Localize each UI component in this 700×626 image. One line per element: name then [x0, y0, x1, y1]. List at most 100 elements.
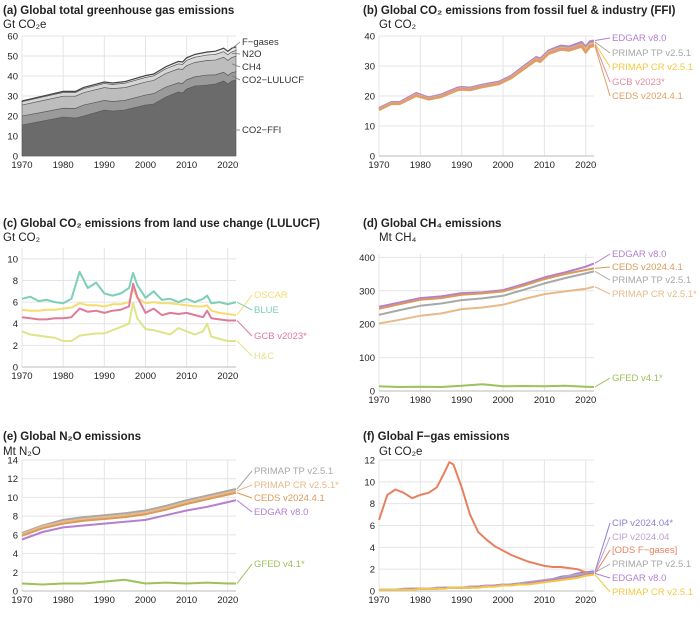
- y-tick-label: 40: [364, 32, 375, 43]
- x-tick-label: 2020: [575, 595, 596, 606]
- series-label: GCB v2023*: [254, 331, 307, 342]
- series-label: OSCAR: [254, 290, 288, 301]
- series-label: CO2−LULUCF: [242, 75, 304, 86]
- series-label: BLUE: [254, 305, 279, 316]
- x-tick-label: 2010: [534, 595, 555, 606]
- line-series-1: [21, 489, 237, 535]
- x-tick-label: 2010: [176, 595, 197, 606]
- panel-unit: Gt CO₂: [379, 19, 416, 31]
- series-label: PRIMAP CR v2.5.1: [612, 587, 693, 598]
- y-tick-label: 2: [13, 341, 18, 352]
- series-label: CIP v2024.04*: [612, 518, 673, 529]
- panel-unit: Gt CO₂e: [3, 19, 46, 31]
- x-tick-label: 2000: [135, 595, 156, 606]
- label-leader: [231, 75, 241, 81]
- label-leader: [594, 377, 611, 388]
- line-series-3: [21, 499, 237, 541]
- panel-title: (a) Global total greenhouse gas emission…: [3, 5, 234, 17]
- x-tick-label: 2010: [176, 160, 197, 171]
- y-tick-label: 20: [364, 92, 375, 103]
- y-tick-label: 12: [364, 456, 375, 467]
- label-leader: [594, 573, 611, 579]
- x-tick-label: 1970: [368, 395, 389, 406]
- panel-unit: Gt CO₂e: [379, 446, 422, 458]
- y-tick-label: 0: [13, 152, 18, 163]
- label-leader: [231, 52, 241, 55]
- x-tick-label: 1970: [11, 160, 32, 171]
- panel-f: (f) Global F−gas emissions Gt CO₂e 1970 198…: [363, 431, 693, 606]
- label-leader: [236, 340, 253, 357]
- x-tick-label: 2020: [217, 160, 238, 171]
- x-tick-label: 2020: [575, 395, 596, 406]
- series-label: EDGAR v8.0: [612, 249, 666, 260]
- series-label: GFED v4.1*: [254, 559, 305, 570]
- y-tick-label: 4: [370, 543, 375, 554]
- label-leader: [236, 470, 253, 490]
- x-tick-label: 1990: [451, 595, 472, 606]
- series-label: CEDS v2024.4.1: [612, 91, 683, 102]
- line-series-2: [378, 270, 595, 316]
- label-leader: [236, 499, 253, 513]
- series-label: CIP v2024.04: [612, 532, 669, 543]
- label-leader: [231, 41, 241, 49]
- x-tick-label: 2010: [534, 160, 555, 171]
- label-leader: [236, 301, 253, 311]
- panel-title: (d) Global CH₄ emissions: [363, 218, 501, 230]
- panel-c: (c) Global CO₂ emissions from land use c…: [3, 218, 320, 382]
- y-tick-label: 30: [7, 92, 18, 103]
- line-series-2: [378, 461, 595, 575]
- line-series-0: [378, 262, 595, 308]
- label-leader: [236, 320, 253, 337]
- series-label: H&C: [254, 351, 274, 362]
- series-label: PRIMAP CR v2.5.1*: [254, 480, 339, 491]
- y-tick-label: 6: [13, 530, 18, 541]
- x-tick-label: 1980: [410, 160, 431, 171]
- label-leader: [236, 492, 253, 499]
- series-label: PRIMAP TP v2.5.1: [612, 275, 691, 286]
- y-tick-label: 10: [7, 254, 18, 265]
- y-tick-label: 10: [7, 132, 18, 143]
- y-tick-label: 30: [364, 62, 375, 73]
- series-label: GFED v4.1*: [612, 373, 663, 384]
- label-leader: [236, 294, 253, 316]
- x-tick-label: 1990: [451, 395, 472, 406]
- label-leader: [594, 522, 611, 572]
- panel-title: (c) Global CO₂ emissions from land use c…: [3, 218, 320, 230]
- label-leader: [594, 44, 611, 83]
- line-series-4: [378, 383, 595, 388]
- y-tick-label: 6: [370, 521, 375, 532]
- label-leader: [594, 266, 611, 269]
- line-series-1: [378, 267, 595, 310]
- y-tick-label: 20: [7, 112, 18, 123]
- y-tick-label: 10: [364, 122, 375, 133]
- y-tick-label: 4: [13, 549, 18, 560]
- y-tick-label: 40: [7, 72, 18, 83]
- y-tick-label: 100: [359, 353, 375, 364]
- x-tick-label: 2010: [534, 395, 555, 406]
- x-tick-label: 2000: [492, 595, 513, 606]
- x-tick-label: 1980: [410, 395, 431, 406]
- panel-unit: Gt CO₂: [3, 232, 40, 244]
- y-tick-label: 200: [359, 320, 375, 331]
- y-tick-label: 8: [370, 499, 375, 510]
- label-leader: [594, 549, 611, 574]
- x-tick-label: 1980: [53, 160, 74, 171]
- y-tick-label: 0: [13, 587, 18, 598]
- series-label: CO2−FFI: [242, 125, 281, 136]
- line-series-3: [378, 43, 595, 111]
- x-tick-label: 1990: [94, 595, 115, 606]
- x-tick-label: 1970: [368, 595, 389, 606]
- line-series-0: [21, 488, 237, 534]
- x-tick-label: 1980: [53, 595, 74, 606]
- panel-unit: Mt CH₄: [379, 232, 417, 244]
- y-tick-label: 0: [13, 363, 18, 374]
- x-tick-label: 1990: [94, 371, 115, 382]
- panel-d: (d) Global CH₄ emissions Mt CH₄ 1970 1980 19…: [359, 218, 697, 406]
- panel-b: (b) Global CO₂ emissions from fossil fue…: [363, 5, 693, 171]
- x-tick-label: 2020: [217, 371, 238, 382]
- series-label: PRIMAP TP v2.5.1: [612, 48, 691, 59]
- x-tick-label: 1980: [53, 371, 74, 382]
- series-label: CH4: [242, 62, 261, 73]
- y-tick-label: 8: [13, 276, 18, 287]
- y-tick-label: 60: [7, 32, 18, 43]
